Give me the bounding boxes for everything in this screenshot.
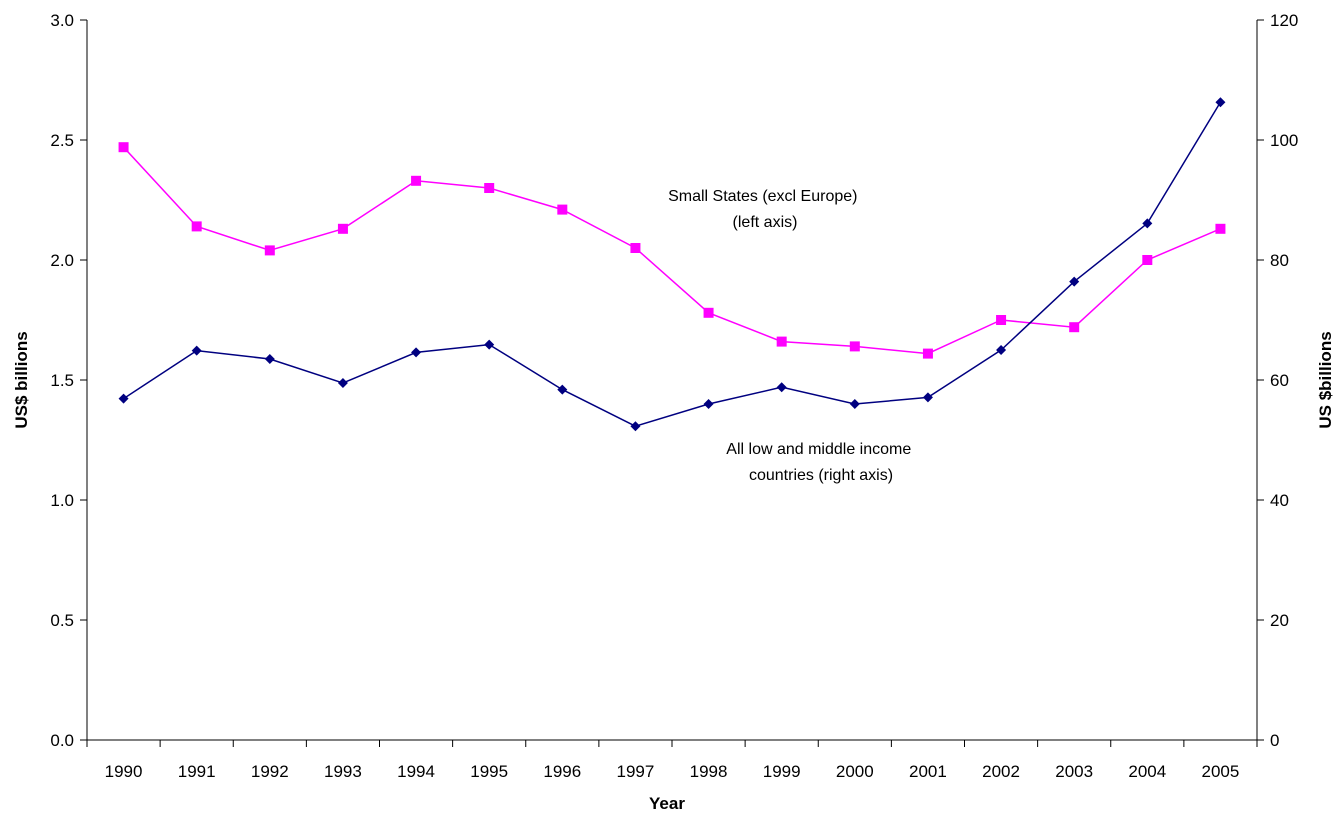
x-tick-label: 1992 bbox=[251, 762, 289, 781]
low-middle-income-point bbox=[411, 347, 422, 358]
left-tick-label: 0.5 bbox=[50, 611, 74, 630]
axes bbox=[86, 20, 1258, 741]
low-middle-income-point bbox=[996, 345, 1007, 355]
x-tick-label: 2000 bbox=[836, 762, 874, 781]
y-axis-title-right: US $billions bbox=[1316, 331, 1335, 428]
small-states-point bbox=[411, 175, 422, 186]
right-tick-label: 120 bbox=[1270, 11, 1298, 30]
low-middle-income-point bbox=[1069, 276, 1080, 287]
left-tick-label: 2.5 bbox=[50, 131, 74, 150]
small-states-point bbox=[703, 307, 714, 318]
left-tick-label: 3.0 bbox=[50, 11, 74, 30]
right-tick-label: 60 bbox=[1270, 371, 1289, 390]
series-small-states bbox=[118, 142, 1226, 359]
annotation-small-states-line-2: (left axis) bbox=[733, 214, 798, 231]
x-axis-ticks: 1990 1991 1992 1993 1994 1995 1996 1997 1998 1999… bbox=[86, 740, 1258, 781]
annotation-low-middle-line-1: All low and middle income bbox=[726, 441, 911, 458]
annotation-low-middle-line-2: countries (right axis) bbox=[749, 467, 893, 484]
left-tick-label: 1.5 bbox=[50, 371, 74, 390]
small-states-point bbox=[337, 223, 348, 234]
annotation-low-middle-income: All low and middle income countries (rig… bbox=[726, 441, 915, 484]
x-tick-label: 1999 bbox=[763, 762, 801, 781]
x-tick-label: 2004 bbox=[1128, 762, 1166, 781]
x-tick-label: 1998 bbox=[690, 762, 728, 781]
low-middle-income-point bbox=[630, 421, 641, 432]
small-states-point bbox=[484, 183, 495, 193]
right-axis-ticks: 0 20 40 60 80 100 120 bbox=[1257, 11, 1298, 750]
left-tick-label: 2.0 bbox=[50, 251, 74, 270]
small-states-point bbox=[264, 245, 275, 256]
right-tick-label: 0 bbox=[1270, 731, 1279, 750]
low-middle-income-point bbox=[337, 378, 348, 388]
small-states-point bbox=[922, 348, 933, 359]
low-middle-income-point bbox=[264, 354, 275, 364]
small-states-point bbox=[118, 142, 129, 153]
y-axis-title-left: US$ billions bbox=[12, 331, 31, 428]
x-tick-label: 1993 bbox=[324, 762, 362, 781]
x-tick-label: 2005 bbox=[1202, 762, 1240, 781]
small-states-point bbox=[776, 336, 787, 347]
small-states-point bbox=[557, 204, 568, 215]
left-tick-label: 1.0 bbox=[50, 491, 74, 510]
small-states-point bbox=[1142, 255, 1153, 265]
small-states-point bbox=[630, 243, 641, 253]
right-tick-label: 80 bbox=[1270, 251, 1289, 270]
x-tick-label: 1991 bbox=[178, 762, 216, 781]
low-middle-income-line bbox=[123, 101, 1222, 428]
low-middle-income-point bbox=[484, 339, 495, 350]
x-tick-label: 2003 bbox=[1055, 762, 1093, 781]
right-tick-label: 100 bbox=[1270, 131, 1298, 150]
low-middle-income-point bbox=[557, 384, 568, 395]
annotation-small-states-line-1: Small States (excl Europe) bbox=[668, 188, 857, 205]
low-middle-income-point bbox=[922, 392, 933, 403]
small-states-point bbox=[996, 315, 1007, 325]
low-middle-income-point bbox=[849, 399, 860, 409]
low-middle-income-point bbox=[703, 399, 714, 409]
x-tick-label: 1994 bbox=[397, 762, 435, 781]
small-states-point bbox=[1215, 223, 1226, 234]
small-states-point bbox=[849, 341, 860, 352]
low-middle-income-point bbox=[776, 382, 787, 393]
x-tick-label: 1997 bbox=[617, 762, 655, 781]
low-middle-income-point bbox=[1215, 97, 1226, 108]
x-tick-label: 1996 bbox=[543, 762, 581, 781]
right-tick-label: 20 bbox=[1270, 611, 1289, 630]
x-axis-title: Year bbox=[649, 794, 685, 813]
x-tick-label: 2001 bbox=[909, 762, 947, 781]
x-tick-label: 2002 bbox=[982, 762, 1020, 781]
left-axis-ticks: 0.0 0.5 1.0 1.5 2.0 2.5 3.0 bbox=[50, 11, 87, 750]
series-low-middle-income bbox=[118, 97, 1226, 432]
series-layer bbox=[118, 97, 1226, 432]
low-middle-income-point bbox=[118, 393, 129, 404]
small-states-line bbox=[123, 146, 1221, 355]
low-middle-income-point bbox=[1142, 218, 1153, 229]
right-tick-label: 40 bbox=[1270, 491, 1289, 510]
x-tick-label: 1995 bbox=[470, 762, 508, 781]
annotation-small-states: Small States (excl Europe) (left axis) bbox=[668, 188, 862, 231]
x-tick-label: 1990 bbox=[105, 762, 143, 781]
left-tick-label: 0.0 bbox=[50, 731, 74, 750]
low-middle-income-point bbox=[191, 345, 202, 356]
small-states-point bbox=[1069, 322, 1080, 333]
small-states-point bbox=[191, 221, 202, 232]
